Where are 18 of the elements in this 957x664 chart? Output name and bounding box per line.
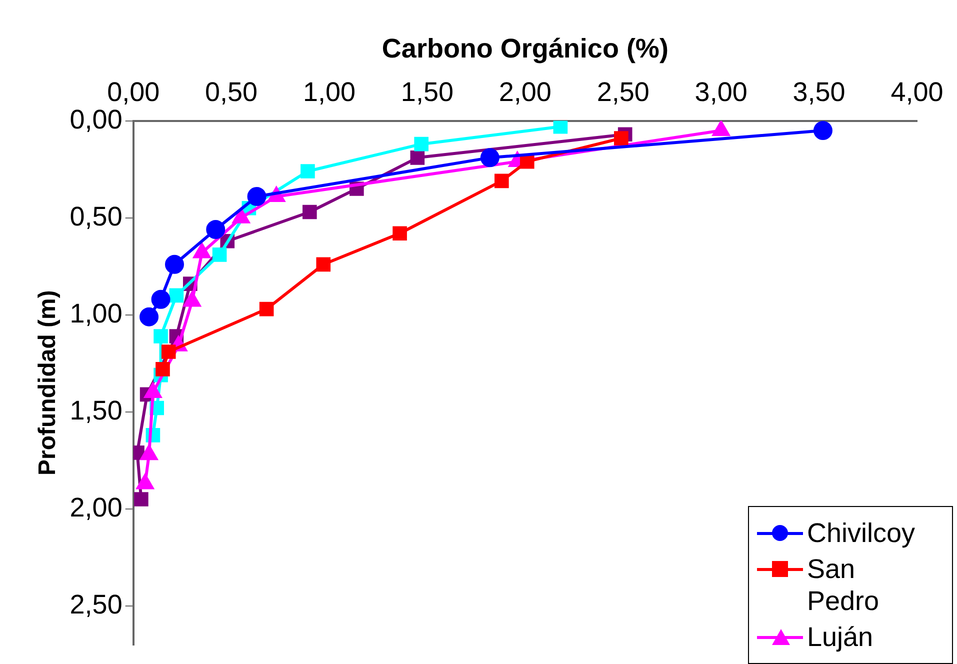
y-tick-label: 1,00	[70, 298, 122, 328]
legend-label: San Pedro	[807, 553, 880, 617]
x-tick-label: 2,50	[596, 77, 650, 108]
x-tick-label: 2,00	[498, 77, 552, 108]
y-axis-title: Profundidad (m)	[34, 290, 62, 476]
legend-label: Chivilcoy	[807, 517, 916, 549]
x-tick-label: 4,00	[890, 77, 944, 108]
x-tick-label: 0,50	[205, 77, 258, 108]
legend-label: Luján	[807, 621, 874, 653]
y-tick-label: 0,50	[70, 201, 122, 232]
x-tick-label: 1,50	[400, 77, 454, 108]
x-tick-label: 3,50	[792, 77, 846, 108]
x-axis-title: Carbono Orgánico (%)	[382, 34, 668, 64]
y-tick-label: 2,00	[70, 492, 122, 522]
x-tick-label: 3,00	[694, 77, 748, 108]
x-tick-label: 1,00	[302, 77, 356, 108]
y-tick-label: 1,50	[70, 395, 122, 426]
y-tick-label: 2,50	[70, 589, 122, 620]
